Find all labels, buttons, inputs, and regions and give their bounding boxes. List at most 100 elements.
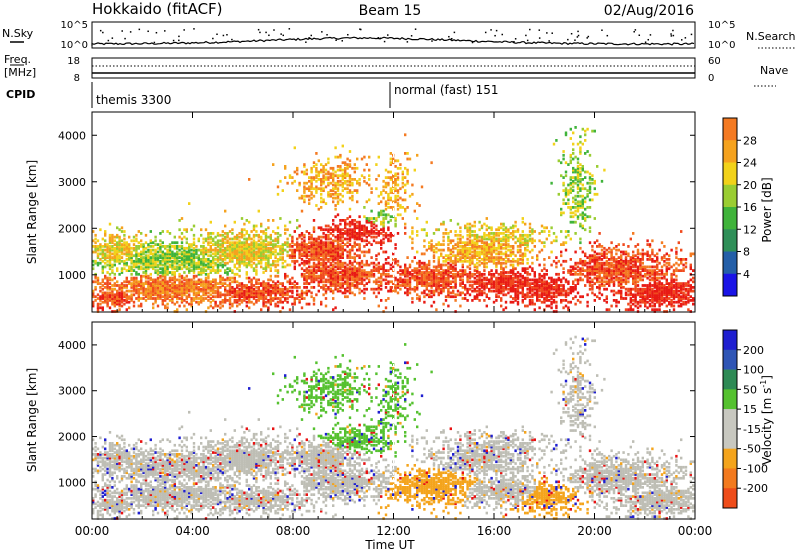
power-cell [183, 287, 186, 291]
power-cell [418, 271, 421, 274]
power-cell [233, 287, 236, 291]
power-cell [497, 245, 500, 248]
power-cell [147, 297, 150, 300]
power-cell [394, 222, 397, 226]
power-cell [317, 265, 320, 269]
power-cell [339, 276, 342, 280]
power-cell [128, 248, 131, 252]
power-cell [178, 274, 181, 278]
power-cell [159, 276, 162, 280]
power-cell [322, 271, 325, 274]
power-cell [408, 284, 412, 287]
power-cell [560, 299, 563, 302]
power-cell [298, 299, 301, 302]
power-cell [334, 254, 337, 258]
power-cell [257, 252, 260, 256]
power-cell [320, 206, 323, 209]
power-cell [255, 299, 258, 302]
power-cell [176, 297, 179, 300]
power-cell [416, 233, 419, 237]
power-cell [159, 282, 162, 285]
power-cell [348, 250, 352, 254]
power-cell [476, 271, 479, 274]
power-cell [200, 259, 203, 263]
power-cell [564, 304, 568, 308]
power-cell [497, 232, 500, 235]
nsearch-point [257, 28, 260, 31]
power-cell [308, 282, 311, 285]
power-cell [336, 261, 340, 265]
power-cell [245, 241, 248, 245]
power-cell [108, 222, 112, 226]
power-cell [363, 245, 366, 248]
power-cell [128, 235, 131, 239]
power-cell [183, 271, 186, 274]
power-cell [96, 246, 100, 250]
power-cell [154, 235, 157, 239]
power-cell [348, 265, 352, 269]
power-cell [125, 258, 128, 261]
power-cell [269, 246, 272, 250]
power-cell [521, 252, 524, 256]
power-cell [531, 287, 534, 291]
power-cell [370, 269, 373, 272]
power-cell [317, 170, 320, 174]
power-cell [500, 252, 503, 256]
power-cell [135, 256, 138, 259]
power-cell [562, 299, 565, 302]
power-cell [252, 291, 256, 295]
power-cell [255, 286, 258, 289]
power-cell [236, 289, 239, 293]
power-cell [96, 282, 100, 285]
power-cell [216, 263, 220, 267]
power-cell [200, 287, 203, 291]
power-cell [312, 178, 316, 181]
power-cell [449, 241, 452, 245]
power-cell [164, 280, 167, 284]
power-cell [509, 284, 512, 287]
power-cell [149, 258, 152, 261]
power-cell [560, 243, 563, 246]
power-cell [269, 269, 272, 272]
power-cell [329, 166, 332, 170]
power-cell [368, 217, 371, 220]
power-cell [327, 157, 330, 161]
power-cell [264, 300, 268, 304]
power-cell [281, 250, 284, 254]
power-cell [221, 259, 224, 263]
power-cell [96, 304, 100, 308]
power-cell [161, 300, 164, 304]
power-cell [147, 265, 150, 269]
power-cell [408, 280, 412, 284]
power-cell [315, 179, 318, 183]
power-cell [144, 272, 148, 276]
power-cell [490, 248, 493, 252]
power-cell [461, 241, 464, 245]
power-cell [322, 166, 325, 170]
power-cell [428, 276, 431, 280]
power-cell [442, 276, 445, 280]
power-cell [346, 163, 349, 166]
power-cell [180, 245, 184, 248]
power-cell [502, 269, 505, 272]
power-cell [344, 168, 347, 172]
power-cell [344, 282, 347, 285]
power-cell [303, 243, 306, 246]
power-cell [128, 269, 131, 272]
power-cell [466, 299, 469, 302]
power-cell [192, 289, 196, 293]
power-cell [130, 297, 133, 300]
power-cell [226, 272, 229, 276]
power-cell [164, 258, 167, 261]
power-cell [320, 254, 323, 258]
power-cell [320, 178, 323, 181]
power-cell [164, 306, 167, 310]
power-cell [149, 293, 152, 297]
power-cell [394, 200, 397, 204]
power-cell [339, 174, 342, 178]
power-cell [447, 278, 450, 282]
power-cell [509, 269, 512, 272]
power-cell [238, 252, 241, 256]
power-cell [233, 299, 236, 302]
power-cell [221, 230, 224, 233]
